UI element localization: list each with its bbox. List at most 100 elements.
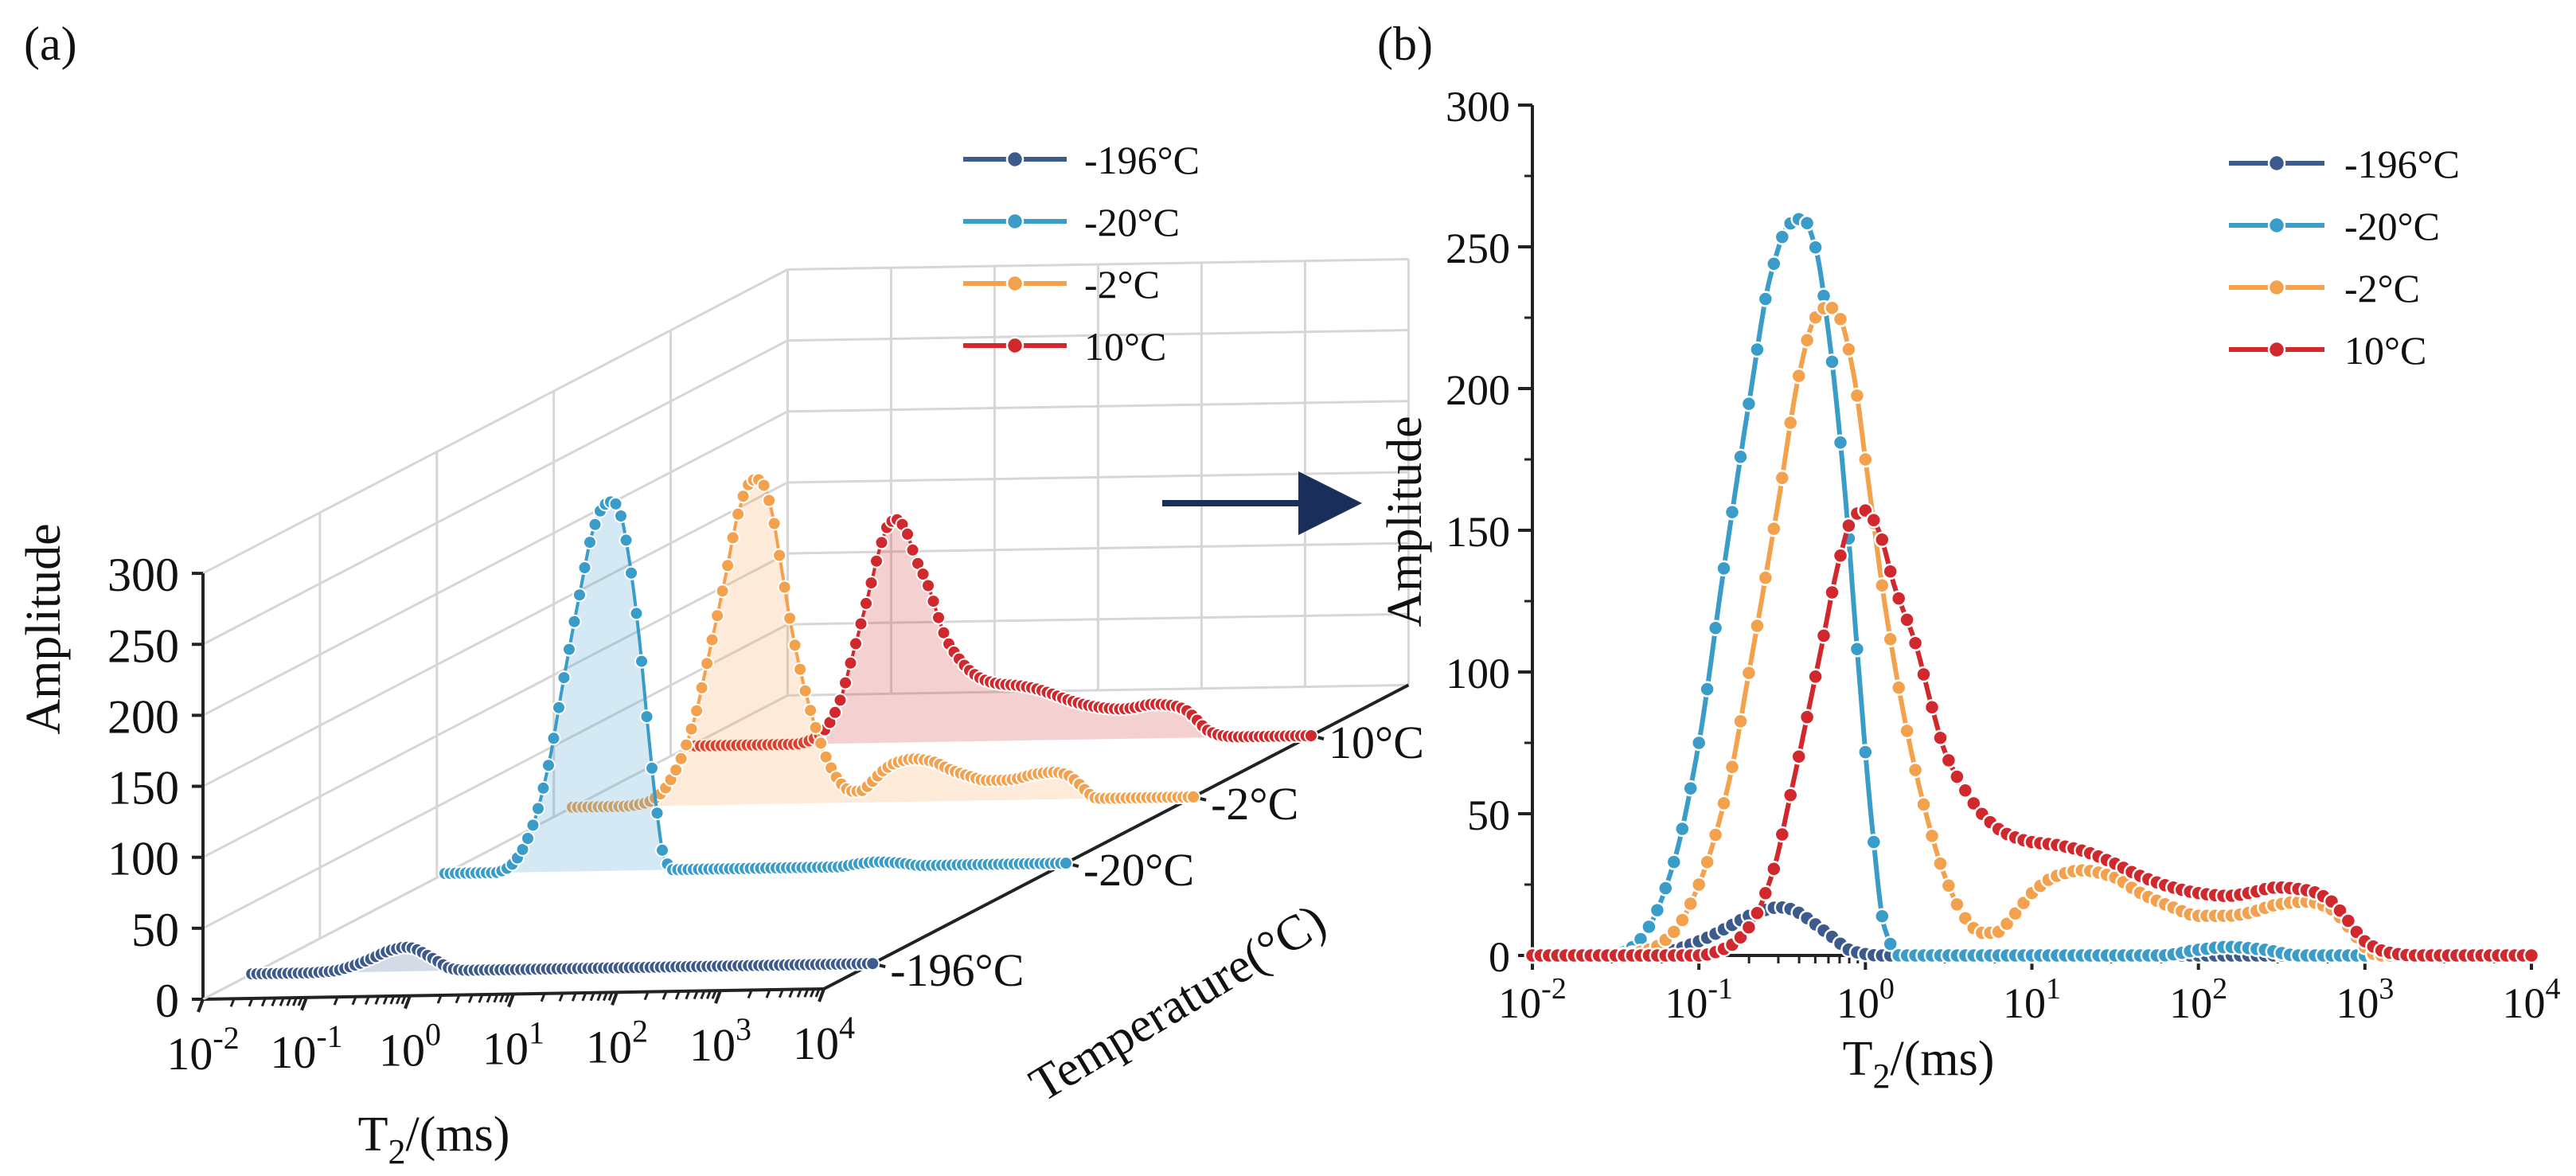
panel-a-x-tick-label: 104 [793, 1010, 855, 1069]
panel-a-y-tick-label: 300 [107, 549, 179, 601]
panel-b-y-tick-label: 50 [1467, 791, 1510, 839]
panel-a-tick-labels: 0 50 100 150 200 250 300 10-2 10-1 100 101 102 103 10… [107, 549, 1424, 1080]
panel-a-gridlines [202, 258, 1410, 1001]
panel-a-data-point [853, 616, 868, 631]
panel-a-x-minor-tick [333, 996, 339, 1006]
panel-b-data-point [1824, 584, 1840, 601]
panel-a-x-minor-tick [374, 995, 381, 1005]
panel-b-data-point [1782, 787, 1799, 803]
panel-b-x-axis-label: T2/(ms) [1843, 1032, 1995, 1096]
panel-a-data-point [541, 758, 556, 773]
panel-b-data-point [1815, 627, 1832, 644]
panel-a-x-axis-label: T2/(ms) [358, 1108, 510, 1171]
panel-a-legend-marker [1005, 150, 1025, 169]
panel-a-data-point [777, 580, 792, 595]
panel-a-data-point [756, 478, 771, 493]
panel-b-data-point [1774, 470, 1791, 486]
panel-b-data-point [1665, 854, 1683, 870]
panel-b-y-axis-label: Amplitude [1378, 416, 1432, 627]
panel-a-data-point [931, 610, 946, 625]
panel-b-data-point [1857, 744, 1874, 760]
panel-a-data-point [1186, 789, 1201, 804]
panel-b-x-tick-label: 10-1 [1665, 972, 1733, 1027]
panel-a-z-tick-label: -20°C [1083, 844, 1194, 896]
panel-b-data-point [1932, 855, 1949, 872]
panel-a-legend-label: 10°C [1084, 324, 1166, 369]
panel-b-data-point [1723, 759, 1741, 776]
panel-a-data-point [679, 737, 694, 752]
panel-a-data-point [710, 608, 725, 623]
panel-b-legend-label: -20°C [2344, 204, 2440, 248]
panel-a-x-minor-tick [803, 988, 810, 998]
panel-b-data-point [1690, 734, 1708, 752]
panel-a-data-point [715, 584, 730, 599]
panel-a-back-gridline [787, 400, 1409, 413]
panel-b-data-point [1690, 876, 1708, 893]
panel-a-back-gridline [787, 683, 1409, 697]
panel-a-data-point [849, 636, 863, 651]
panel-a-y-tick-label: 100 [107, 833, 179, 885]
panel-b-data-point [1907, 635, 1924, 651]
panel-b-data-point [1965, 795, 1982, 812]
panel-a-x-minor-tick [674, 990, 681, 1000]
panel-a-data-point [1059, 856, 1073, 871]
panel-a-x-minor-tick [486, 994, 492, 1003]
panel-a-x-tick-label: 100 [379, 1017, 441, 1076]
panel-a-x-minor-tick [396, 995, 401, 1005]
panel-b-tick-labels: 0 50 100 150 200 250 300 10-2 10-1 100 101 102 103 10… [1446, 83, 2561, 1027]
panel-b-data-point [1949, 896, 1965, 913]
panel-a-data-point [583, 535, 597, 550]
panel-a-x-minor-tick [467, 994, 474, 1003]
panel-b-data-point [1766, 861, 1782, 877]
panel-a-3d-chart: 0 50 100 150 200 250 300 10-2 10-1 100 101 102 103 10… [17, 138, 1424, 1171]
panel-a-data-point [577, 561, 592, 575]
panel-b-legend-marker [2267, 278, 2286, 297]
panel-a-z-tick-label: -2°C [1211, 778, 1298, 830]
panel-b-data-point [1949, 768, 1965, 785]
panel-a-data-point [808, 720, 823, 735]
panel-b-data-point [1757, 291, 1774, 307]
panel-a-data-point [587, 517, 603, 532]
panel-b-data-point [1774, 229, 1791, 245]
panel-b-data-point [1899, 722, 1915, 740]
panel-b-data-point [1882, 936, 1899, 952]
panel-b-x-tick-label: 102 [2169, 972, 2227, 1027]
panel-a-x-minor-tick [286, 997, 292, 1006]
panel-a-back-gridline [787, 258, 1409, 271]
panel-a-x-minor-tick [607, 991, 614, 1001]
panel-b-data-point [1740, 919, 1758, 936]
panel-a-y-tick-label: 0 [155, 975, 179, 1027]
panel-a-x-minor-tick [297, 997, 303, 1006]
panel-a-data-point [720, 558, 736, 573]
panel-a-data-point [552, 700, 566, 715]
panel-b-data-point [1807, 668, 1824, 686]
panel-a-data-point [624, 565, 638, 580]
panel-a-legend-marker [1005, 274, 1025, 293]
panel-b-data-point [1641, 918, 1657, 936]
panel-b-data-point [1874, 531, 1891, 549]
panel-b-data-point [1782, 414, 1799, 432]
panel-a-x-tick [507, 993, 515, 1008]
panel-b-data-point [1940, 752, 1957, 769]
panel-a-series-fill [445, 502, 1066, 874]
panel-a-data-point [798, 683, 813, 698]
panel-a-z-axis-label: Temperature(°C) [1021, 893, 1335, 1112]
panel-b-data-point [1882, 631, 1899, 648]
panel-a-data-point [828, 705, 842, 720]
panel-b-data-point [1798, 215, 1816, 232]
panel-a-legend-label: -196°C [1084, 138, 1200, 182]
panel-b-data-point [1798, 709, 1816, 725]
panel-a-x-minor-tick [589, 992, 595, 1002]
panel-a-data-point [639, 709, 654, 725]
panel-a-legend-label: -2°C [1084, 262, 1160, 307]
panel-a-legend-label: -20°C [1084, 200, 1180, 244]
panel-a-back-gridline [787, 541, 1409, 555]
panel-b-data-point [1807, 239, 1824, 256]
panel-a-data-point [525, 818, 541, 833]
panel-a-data-point [793, 662, 808, 677]
panel-b-data-point [1848, 387, 1866, 404]
panel-a-data-point [556, 670, 572, 686]
panel-b-data-point [1890, 679, 1907, 696]
panel-a-series-3 [683, 512, 1318, 753]
